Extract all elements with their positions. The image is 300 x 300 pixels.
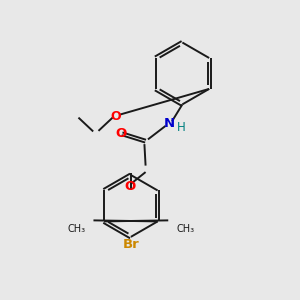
Text: O: O	[111, 110, 122, 123]
Text: H: H	[177, 122, 186, 134]
Text: O: O	[124, 180, 136, 193]
Text: N: N	[164, 117, 175, 130]
Text: CH₃: CH₃	[176, 224, 194, 235]
Text: O: O	[115, 127, 126, 140]
Text: CH₃: CH₃	[67, 224, 86, 235]
Text: Br: Br	[122, 238, 139, 251]
